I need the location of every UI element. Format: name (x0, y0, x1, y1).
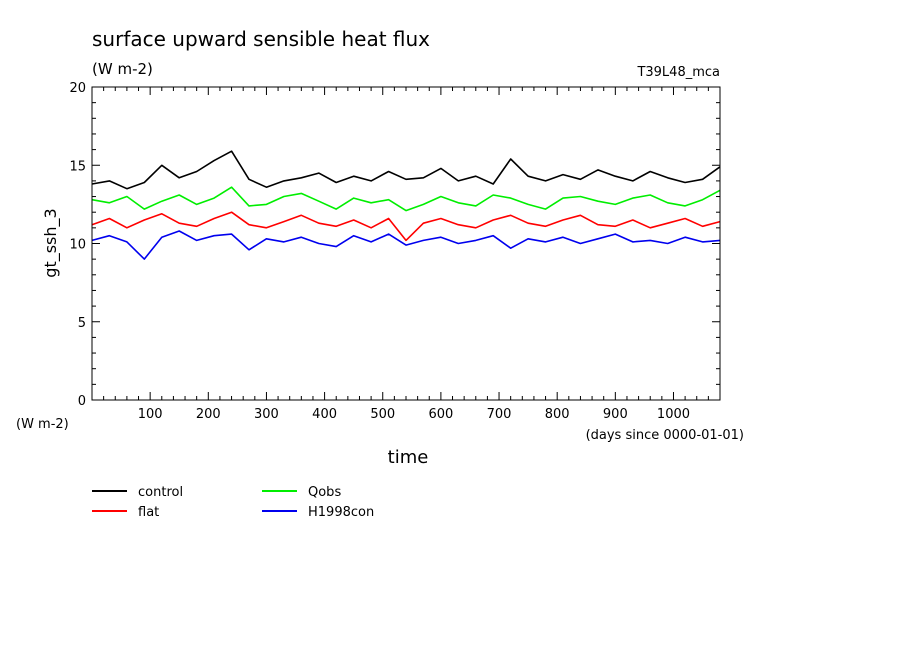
y-units-label: (W m-2) (16, 417, 69, 432)
legend-label-h1998con: H1998con (308, 505, 374, 520)
x-tick-label: 500 (370, 407, 395, 422)
y-tick-label: 15 (69, 159, 86, 174)
chart-subtitle: (W m-2) (92, 60, 153, 78)
series-line-qobs (91, 186, 721, 212)
x-tick-label: 600 (428, 407, 453, 422)
x-tick-label: 1000 (657, 407, 690, 422)
x-axis-label: time (388, 447, 429, 468)
y-tick-label: 5 (78, 316, 86, 331)
x-tick-label: 700 (487, 407, 512, 422)
series-layer (91, 150, 721, 260)
x-tick-label: 300 (254, 407, 279, 422)
legend-label-control: control (138, 485, 183, 500)
plot-frame (91, 86, 721, 401)
chart-title: surface upward sensible heat flux (92, 27, 430, 51)
legend-label-qobs: Qobs (308, 485, 341, 500)
x-tick-label: 900 (603, 407, 628, 422)
series-line-flat (91, 211, 721, 242)
axis-layer: 100 200 300 400 500 600 700 800 900 1000 0 5 10 15 20 (69, 81, 720, 422)
x-tick-label: 800 (545, 407, 570, 422)
legend: control Qobs flat H1998con (92, 485, 374, 520)
x-tick-label: 400 (312, 407, 337, 422)
y-tick-label: 20 (69, 81, 86, 96)
series-line-h1998con (91, 230, 721, 260)
legend-label-flat: flat (138, 505, 159, 520)
x-tick-label: 100 (138, 407, 163, 422)
run-label: T39L48_mca (636, 65, 720, 80)
y-tick-label: 0 (78, 394, 86, 409)
y-tick-label: 10 (69, 238, 86, 253)
series-line-control (91, 150, 721, 190)
x-units-label: (days since 0000-01-01) (586, 428, 744, 443)
x-tick-label: 200 (196, 407, 221, 422)
y-axis-label: gt_ssh_3 (41, 208, 61, 277)
